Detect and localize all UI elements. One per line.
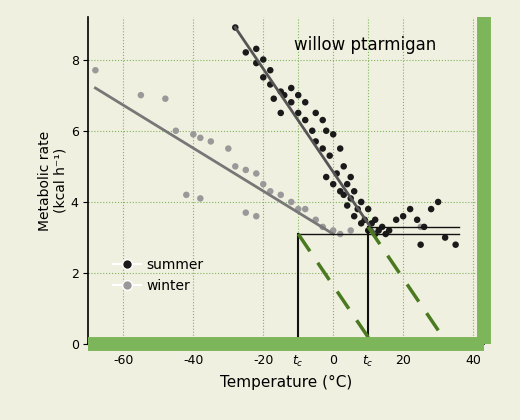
Legend: summer, winter: summer, winter	[107, 252, 209, 298]
Point	[319, 223, 327, 230]
Point	[311, 216, 320, 223]
Point	[322, 127, 330, 134]
Point	[252, 213, 261, 220]
Point	[427, 206, 435, 213]
Point	[350, 188, 358, 194]
Point	[242, 49, 250, 56]
Point	[343, 202, 352, 209]
Point	[322, 174, 330, 181]
Point	[417, 241, 425, 248]
Point	[382, 231, 390, 237]
Point	[280, 92, 289, 99]
Point	[224, 145, 232, 152]
Point	[336, 231, 344, 237]
Point	[434, 199, 443, 205]
Point	[329, 227, 337, 234]
Point	[399, 213, 407, 220]
Point	[343, 181, 352, 187]
Point	[294, 110, 303, 116]
Point	[206, 138, 215, 145]
Point	[413, 216, 421, 223]
Point	[346, 227, 355, 234]
Point	[406, 206, 414, 213]
Point	[189, 131, 198, 138]
Point	[346, 174, 355, 181]
Point	[294, 92, 303, 99]
Point	[311, 110, 320, 116]
Point	[308, 127, 316, 134]
Point	[287, 85, 295, 92]
Point	[172, 127, 180, 134]
Point	[371, 216, 380, 223]
Point	[287, 99, 295, 105]
Point	[364, 206, 372, 213]
Point	[319, 117, 327, 123]
Point	[357, 199, 366, 205]
Point	[311, 138, 320, 145]
Point	[277, 88, 285, 95]
Point	[196, 195, 204, 202]
Point	[326, 152, 334, 159]
Point	[329, 131, 337, 138]
Point	[360, 216, 369, 223]
Point	[374, 227, 383, 234]
Point	[242, 209, 250, 216]
Point	[91, 67, 99, 74]
Point	[242, 167, 250, 173]
Point	[319, 145, 327, 152]
Point	[350, 213, 358, 220]
Point	[137, 92, 145, 99]
Point	[266, 67, 275, 74]
Point	[340, 163, 348, 170]
Point	[441, 234, 449, 241]
Point	[378, 223, 386, 230]
Y-axis label: Metabolic rate
(kcal h⁻¹): Metabolic rate (kcal h⁻¹)	[38, 131, 68, 231]
Point	[354, 206, 362, 213]
Point	[371, 231, 380, 237]
Point	[340, 192, 348, 198]
Point	[301, 206, 309, 213]
Point	[346, 195, 355, 202]
Point	[357, 199, 366, 205]
Point	[277, 192, 285, 198]
Point	[301, 99, 309, 105]
Text: willow ptarmigan: willow ptarmigan	[294, 37, 436, 55]
X-axis label: Temperature (°C): Temperature (°C)	[220, 375, 352, 390]
Point	[266, 188, 275, 194]
Point	[277, 110, 285, 116]
Point	[161, 95, 170, 102]
Point	[329, 181, 337, 187]
Point	[417, 223, 425, 230]
Point	[451, 241, 460, 248]
Point	[336, 145, 344, 152]
Point	[368, 220, 376, 227]
Point	[259, 181, 267, 187]
Point	[259, 74, 267, 81]
Point	[252, 60, 261, 66]
Point	[301, 117, 309, 123]
Point	[269, 95, 278, 102]
Point	[196, 134, 204, 141]
Point	[336, 188, 344, 194]
Point	[287, 199, 295, 205]
Point	[364, 227, 372, 234]
Point	[392, 216, 400, 223]
Point	[231, 24, 239, 31]
Point	[252, 170, 261, 177]
Point	[182, 192, 190, 198]
Point	[420, 223, 428, 230]
Point	[252, 45, 261, 52]
Point	[385, 227, 393, 234]
Point	[333, 170, 341, 177]
Point	[357, 220, 366, 227]
Point	[266, 81, 275, 88]
Point	[231, 163, 239, 170]
Point	[259, 56, 267, 63]
Point	[294, 206, 303, 213]
